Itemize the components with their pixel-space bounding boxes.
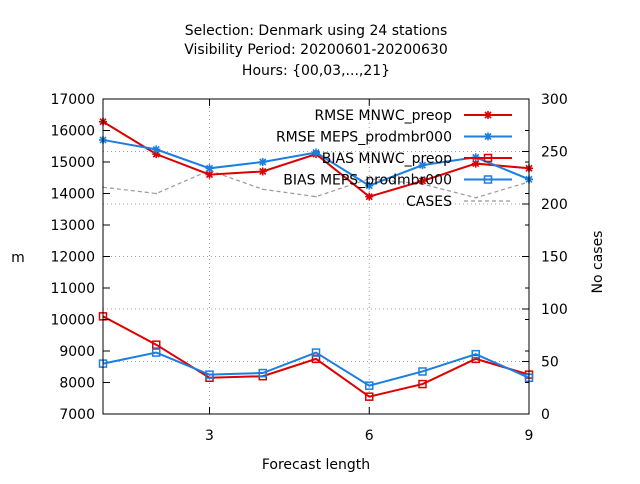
chart-title-line-1: Selection: Denmark using 24 stations	[185, 23, 448, 39]
axes-layer: 7000 8000 9000 10000 11000 12000 13000 14000 150…	[50, 92, 567, 444]
data-point	[258, 167, 267, 176]
data-point	[368, 178, 371, 180]
y-tick-label: 13000	[50, 218, 95, 234]
x-axis-label: Forecast length	[262, 457, 370, 473]
data-point	[418, 379, 427, 389]
data-point	[312, 148, 320, 157]
legend-label: CASES	[406, 194, 452, 210]
y-tick-label: 11000	[50, 281, 95, 297]
y-tick-label: 15000	[50, 155, 95, 171]
data-point	[471, 354, 480, 364]
y-tick-label: 16000	[50, 124, 95, 140]
y2-axis-label: No cases	[590, 231, 606, 294]
legend-label: BIAS MEPS_prodmbr000	[283, 173, 452, 189]
data-point	[315, 195, 317, 198]
series-line	[102, 351, 530, 387]
x-tick-label: 9	[525, 428, 534, 444]
legend-entry: RMSE MEPS_prodmbr000	[276, 130, 512, 146]
data-point	[471, 349, 480, 359]
y-tick-label: 8000	[59, 376, 95, 392]
y-tick-label: 17000	[50, 92, 95, 108]
y-tick-label: 10000	[50, 313, 95, 329]
data-point	[365, 181, 374, 190]
chart-title-line-2: Visibility Period: 20200601-20200630	[184, 42, 448, 58]
data-point	[418, 367, 427, 376]
x-tick-label: 3	[205, 428, 214, 444]
data-point	[155, 192, 158, 195]
y-tick-label: 14000	[50, 187, 95, 203]
legend-entry: BIAS MNWC_preop	[322, 151, 512, 167]
data-point	[365, 392, 374, 401]
series-line	[102, 315, 530, 398]
legend-marker	[483, 153, 493, 163]
y-tick-label: 12000	[50, 250, 95, 266]
y2-tick-label: 0	[541, 407, 550, 423]
y2-tick-label: 200	[541, 197, 568, 213]
chart-title-line-3: Hours: {00,03,...,21}	[242, 63, 390, 79]
legend-marker	[483, 175, 493, 184]
data-point	[205, 370, 214, 379]
data-point	[152, 348, 161, 357]
data-point	[152, 340, 161, 349]
y-axis-label: m	[11, 250, 25, 266]
data-point	[471, 159, 480, 168]
series-line	[102, 169, 530, 199]
legend-label: RMSE MEPS_prodmbr000	[276, 130, 452, 146]
data-point	[261, 188, 264, 191]
legend-entry: BIAS MEPS_prodmbr000	[283, 173, 512, 189]
data-point	[365, 381, 374, 390]
data-point	[418, 176, 427, 185]
y2-tick-label: 300	[541, 92, 568, 108]
data-point	[258, 158, 267, 166]
data-point	[365, 192, 374, 201]
y2-tick-label: 50	[541, 355, 559, 371]
data-point	[418, 161, 427, 170]
data-point	[311, 348, 321, 357]
legend: RMSE MNWC_preop RMSE MEPS_prodmbr000 BIAS …	[276, 108, 512, 210]
series-3	[98, 348, 534, 390]
data-point	[474, 196, 477, 199]
x-tick-label: 6	[365, 428, 374, 444]
y-tick-label: 9000	[59, 344, 95, 360]
data-point	[258, 368, 267, 378]
series-layer	[98, 117, 534, 401]
y2-tick-label: 250	[541, 145, 568, 161]
legend-marker	[484, 111, 492, 119]
legend-entry: RMSE MNWC_preop	[314, 108, 512, 124]
data-point	[152, 145, 161, 154]
y-tick-label: 7000	[59, 407, 95, 423]
data-point	[205, 164, 214, 173]
y2-tick-label: 100	[541, 302, 568, 318]
legend-label: RMSE MNWC_preop	[314, 108, 452, 124]
legend-marker	[484, 132, 492, 141]
data-point	[205, 170, 214, 179]
data-point	[152, 150, 161, 159]
y2-tick-label: 150	[541, 250, 568, 266]
legend-entry: CASES	[406, 194, 512, 210]
legend-label: BIAS MNWC_preop	[322, 151, 452, 167]
grid-layer	[103, 99, 529, 414]
